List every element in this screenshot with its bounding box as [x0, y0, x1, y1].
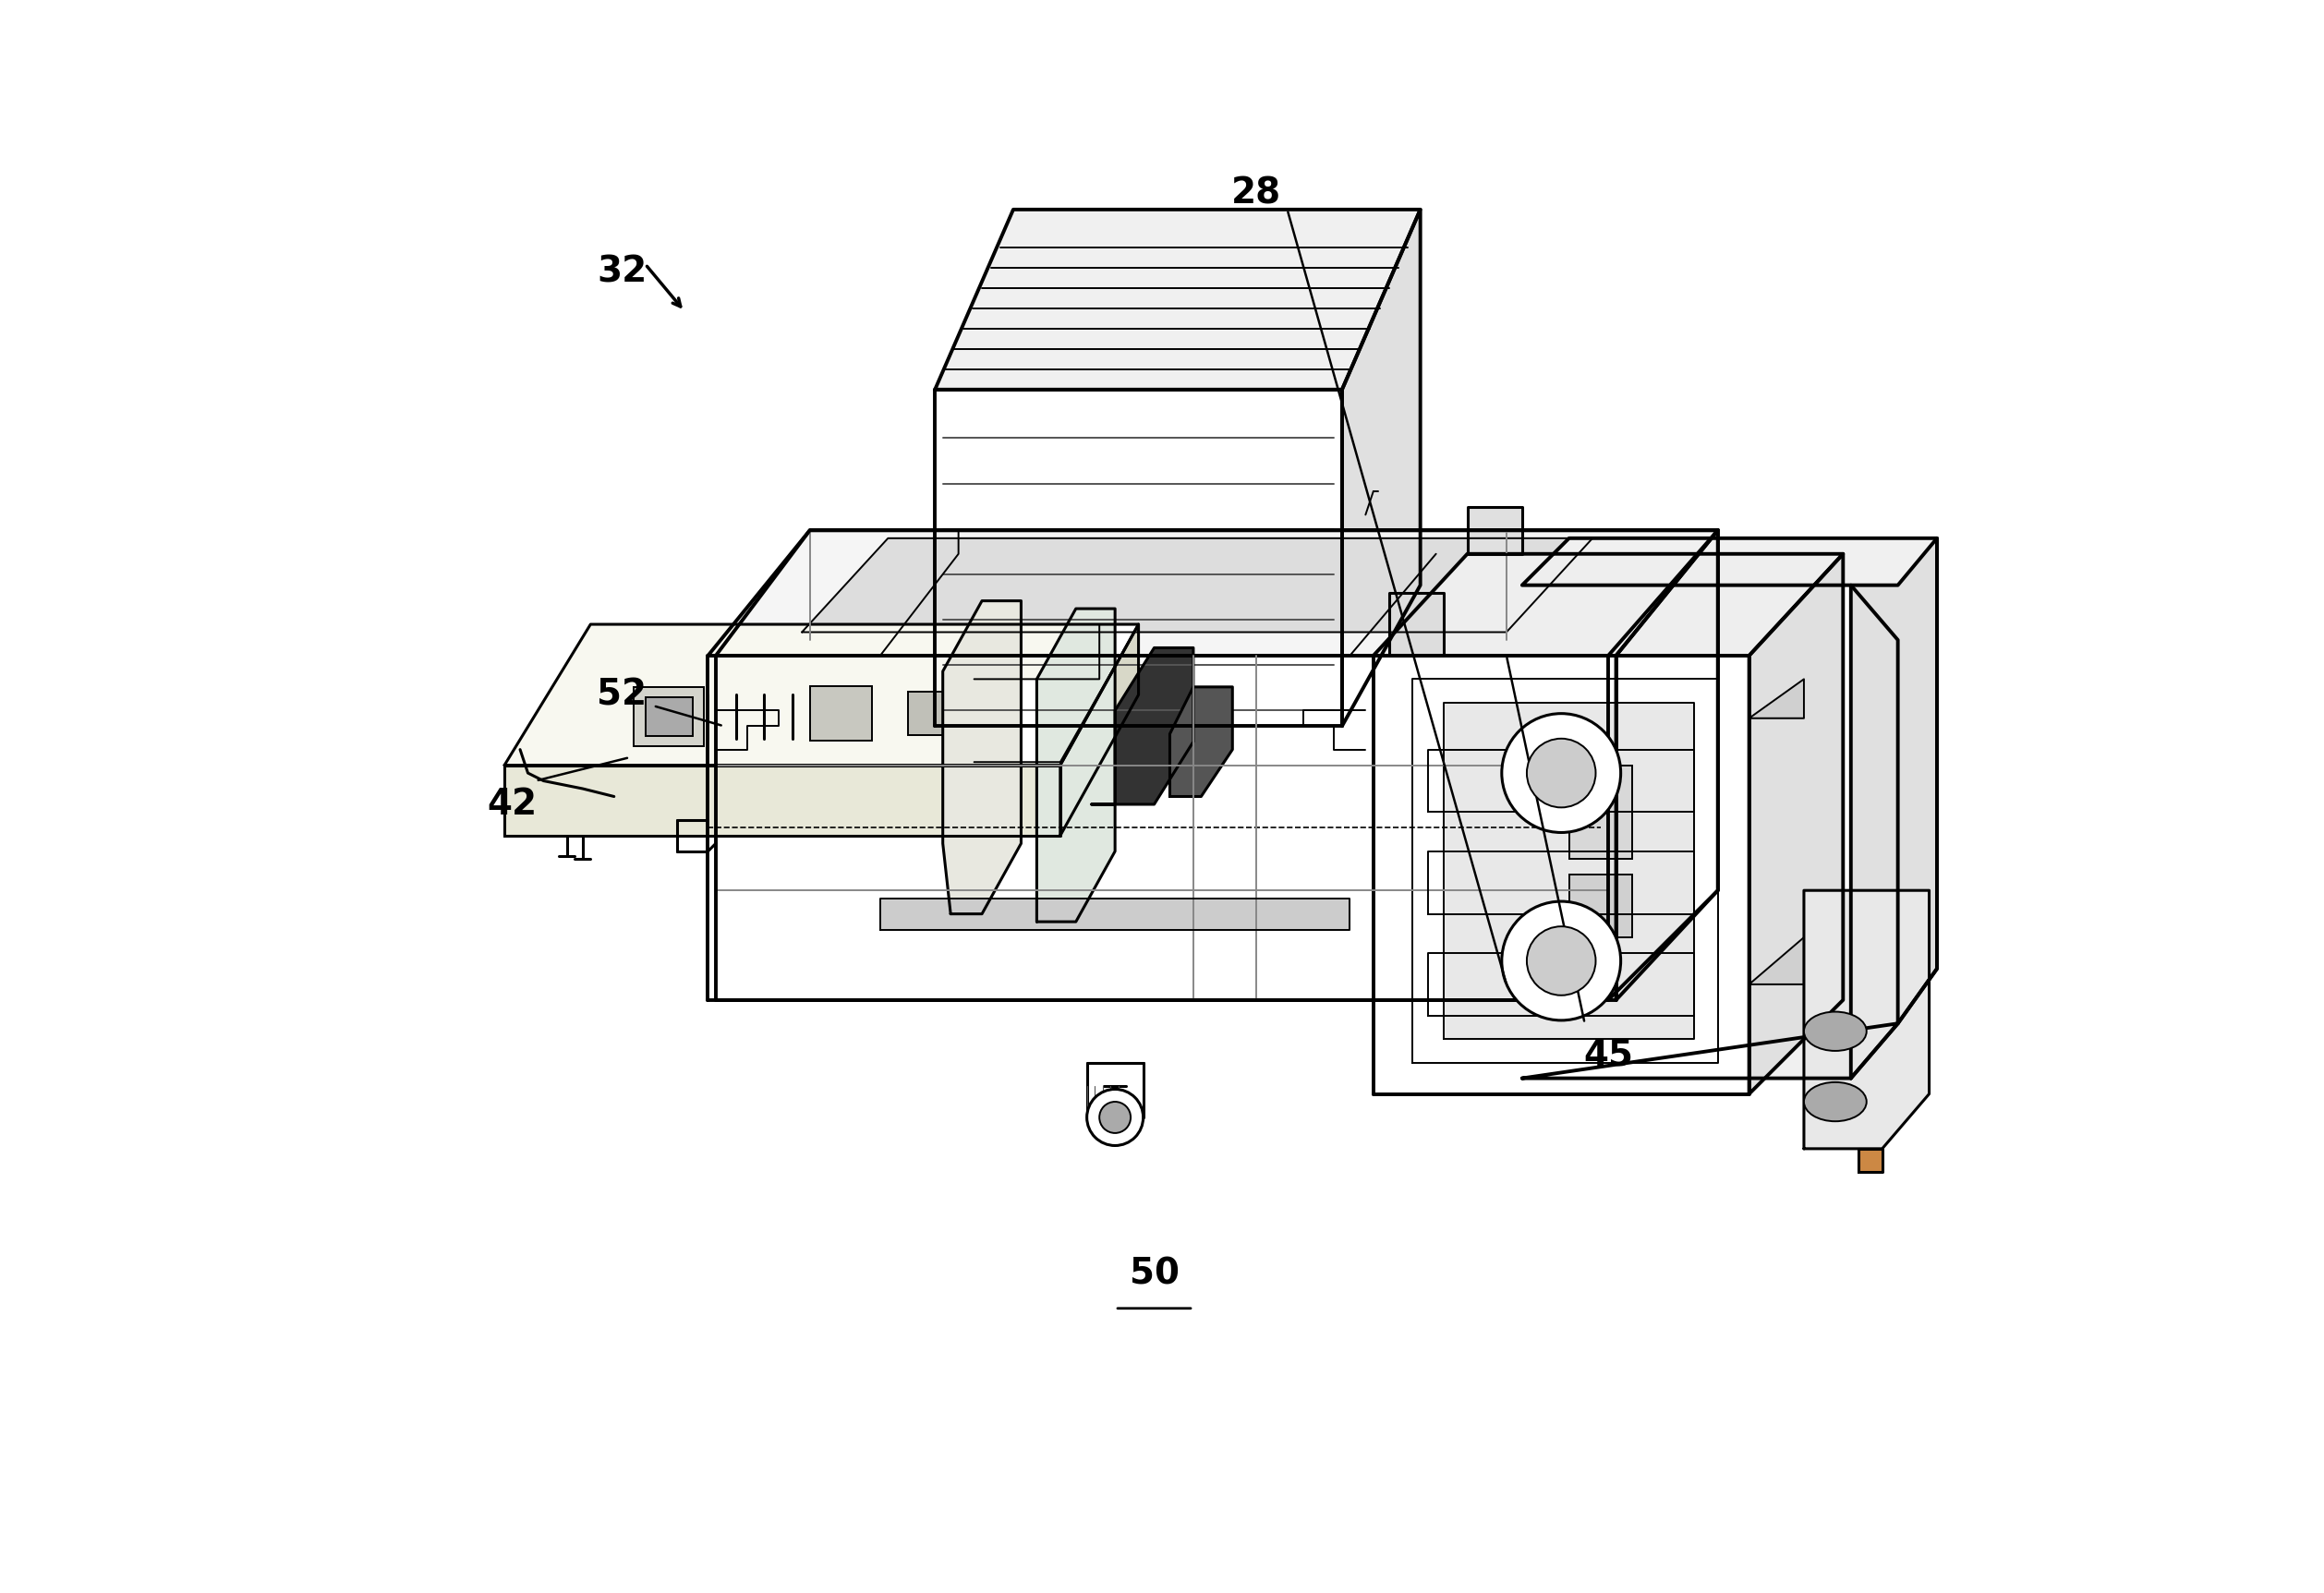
Text: 45: 45 — [1583, 1037, 1634, 1072]
Text: 42: 42 — [488, 787, 537, 822]
Circle shape — [1527, 739, 1597, 808]
Bar — [1569, 875, 1631, 937]
Polygon shape — [1750, 937, 1803, 984]
Polygon shape — [934, 210, 1420, 390]
Polygon shape — [1750, 554, 1843, 1094]
Bar — [634, 687, 704, 747]
Polygon shape — [504, 624, 1139, 765]
Polygon shape — [709, 656, 1615, 1000]
Polygon shape — [1443, 703, 1694, 1039]
Polygon shape — [1037, 609, 1116, 922]
Bar — [646, 698, 693, 736]
Circle shape — [1501, 902, 1620, 1021]
Polygon shape — [1060, 624, 1139, 836]
Circle shape — [1527, 927, 1597, 996]
Polygon shape — [1466, 507, 1522, 554]
Polygon shape — [802, 538, 1592, 632]
Polygon shape — [974, 624, 1139, 761]
Bar — [1569, 765, 1631, 859]
Ellipse shape — [1803, 1082, 1866, 1121]
Polygon shape — [944, 601, 1020, 914]
Ellipse shape — [1803, 1012, 1866, 1051]
Polygon shape — [709, 530, 1717, 656]
Polygon shape — [1390, 593, 1443, 656]
Polygon shape — [1092, 648, 1192, 804]
Text: 28: 28 — [1232, 177, 1281, 212]
Polygon shape — [1859, 1149, 1882, 1172]
Polygon shape — [1850, 538, 1936, 1078]
Bar — [909, 691, 962, 736]
Text: 32: 32 — [597, 255, 646, 290]
Polygon shape — [934, 390, 1341, 726]
Polygon shape — [1750, 679, 1803, 718]
Polygon shape — [1169, 687, 1232, 796]
Polygon shape — [1341, 210, 1420, 726]
Text: 50: 50 — [1129, 1257, 1178, 1292]
Polygon shape — [1373, 554, 1843, 656]
Polygon shape — [1373, 656, 1750, 1094]
Polygon shape — [1522, 538, 1936, 1078]
Polygon shape — [504, 765, 1060, 836]
Polygon shape — [881, 898, 1350, 930]
Circle shape — [1501, 714, 1620, 833]
Circle shape — [1088, 1090, 1143, 1145]
Bar — [809, 687, 872, 741]
Text: 52: 52 — [597, 677, 646, 712]
Circle shape — [1099, 1102, 1132, 1133]
Polygon shape — [1803, 890, 1929, 1149]
Polygon shape — [1615, 530, 1717, 1000]
